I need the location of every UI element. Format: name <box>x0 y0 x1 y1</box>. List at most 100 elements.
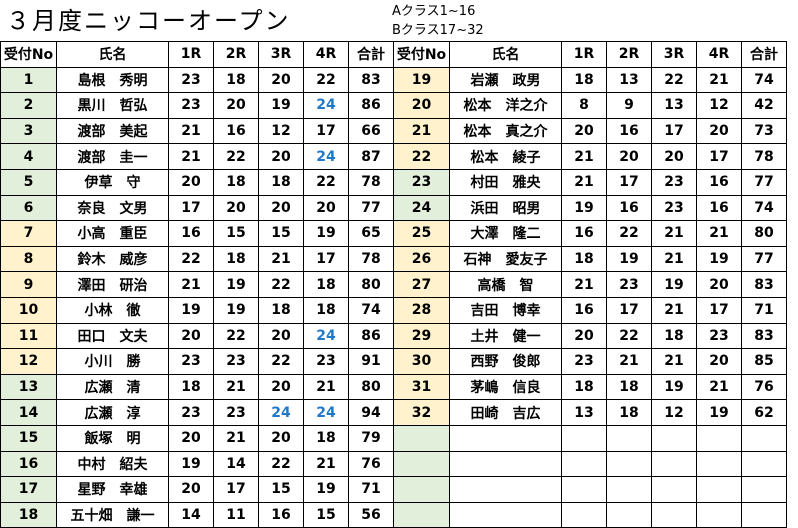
total-score: 78 <box>741 143 787 170</box>
round-3-score: 21 <box>651 348 697 375</box>
round-2-score: 23 <box>606 271 652 298</box>
round-4-score: 20 <box>696 348 742 375</box>
player-name: 土井 健一 <box>449 322 562 350</box>
player-name: 小高 重臣 <box>56 220 169 247</box>
player-name: 澤田 研治 <box>56 271 169 298</box>
round-3-score: 24 <box>258 399 304 426</box>
player-no: 21 <box>393 117 450 145</box>
player-name: 田口 文夫 <box>56 322 169 350</box>
empty-cell <box>561 501 607 528</box>
round-2-score: 22 <box>213 322 259 350</box>
round-2-score: 20 <box>213 92 259 119</box>
empty-cell <box>606 450 652 478</box>
round-1-score: 21 <box>561 143 607 170</box>
empty-cell <box>393 450 450 478</box>
total-score: 65 <box>348 220 394 247</box>
total-score: 77 <box>348 194 394 222</box>
round-3-score: 15 <box>258 476 304 503</box>
round-3-score: 19 <box>258 92 304 119</box>
round-4-score: 16 <box>696 194 742 222</box>
score-table: 受付No 氏名 1R 2R 3R 4R 合計 受付No 氏名 1R 2R 3R … <box>0 41 787 528</box>
total-score: 76 <box>348 450 394 478</box>
round-3-score: 21 <box>651 245 697 273</box>
player-name: 渡部 圭一 <box>56 143 169 170</box>
total-score: 83 <box>348 66 394 94</box>
empty-cell <box>449 501 562 528</box>
round-1-score: 22 <box>168 245 214 273</box>
total-score: 80 <box>741 220 787 247</box>
total-score: 83 <box>741 271 787 298</box>
round-3-score: 20 <box>258 66 304 94</box>
empty-cell <box>561 424 607 452</box>
round-4-score: 19 <box>696 399 742 426</box>
round-3-score: 13 <box>651 92 697 119</box>
empty-cell <box>741 501 787 528</box>
round-4-score: 21 <box>303 450 349 478</box>
round-3-score: 22 <box>258 271 304 298</box>
player-no: 12 <box>0 348 57 375</box>
empty-cell <box>741 476 787 503</box>
player-name: 飯塚 明 <box>56 424 169 452</box>
round-4-score: 16 <box>696 168 742 196</box>
round-4-score: 12 <box>696 92 742 119</box>
round-4-score: 21 <box>696 373 742 401</box>
player-no: 23 <box>393 168 450 196</box>
round-1-score: 23 <box>168 348 214 375</box>
total-score: 94 <box>348 399 394 426</box>
round-1-score: 20 <box>561 322 607 350</box>
round-4-score: 19 <box>696 245 742 273</box>
empty-cell <box>561 450 607 478</box>
empty-cell <box>741 450 787 478</box>
sheet-title: ３月度ニッコーオープン <box>6 7 291 35</box>
player-no: 11 <box>0 322 57 350</box>
round-2-score: 19 <box>213 271 259 298</box>
round-1-score: 19 <box>168 450 214 478</box>
total-score: 74 <box>741 194 787 222</box>
round-4-score: 20 <box>303 194 349 222</box>
empty-cell <box>393 501 450 528</box>
round-4-score: 19 <box>303 476 349 503</box>
total-score: 71 <box>741 296 787 324</box>
round-2-score: 16 <box>606 194 652 222</box>
round-2-score: 21 <box>606 348 652 375</box>
round-1-score: 23 <box>168 92 214 119</box>
player-name: 小林 徹 <box>56 296 169 324</box>
player-name: 広瀬 淳 <box>56 399 169 426</box>
round-1-score: 16 <box>561 296 607 324</box>
total-score: 74 <box>348 296 394 324</box>
empty-cell <box>606 424 652 452</box>
table-row: 8 鈴木 威彦 22 18 21 17 78 26 石神 愛友子 18 19 21 19 77 <box>0 245 787 273</box>
round-2-score: 19 <box>213 296 259 324</box>
player-no: 2 <box>0 92 57 119</box>
player-name: 西野 俊郎 <box>449 348 562 375</box>
player-no: 19 <box>393 66 450 94</box>
round-4-score: 17 <box>696 296 742 324</box>
round-1-score: 20 <box>168 476 214 503</box>
player-name: 松本 洋之介 <box>449 92 562 119</box>
total-score: 76 <box>741 373 787 401</box>
empty-cell <box>651 476 697 503</box>
header-row: 受付No 氏名 1R 2R 3R 4R 合計 受付No 氏名 1R 2R 3R … <box>0 41 787 68</box>
round-1-score: 18 <box>168 373 214 401</box>
total-score: 62 <box>741 399 787 426</box>
table-row: 16 中村 紹夫 19 14 22 21 76 <box>0 450 787 478</box>
round-2-score: 18 <box>213 168 259 196</box>
player-no: 25 <box>393 220 450 247</box>
player-no: 31 <box>393 373 450 401</box>
round-1-score: 16 <box>561 220 607 247</box>
player-name: 高橋 智 <box>449 271 562 298</box>
total-score: 91 <box>348 348 394 375</box>
round-1-score: 19 <box>168 296 214 324</box>
player-no: 28 <box>393 296 450 324</box>
empty-cell <box>696 501 742 528</box>
round-1-score: 18 <box>561 66 607 94</box>
round-4-score: 17 <box>303 117 349 145</box>
round-2-score: 21 <box>213 373 259 401</box>
player-name: 松本 綾子 <box>449 143 562 170</box>
player-name: 星野 幸雄 <box>56 476 169 503</box>
round-3-score: 20 <box>258 322 304 350</box>
empty-cell <box>696 424 742 452</box>
round-3-score: 21 <box>651 296 697 324</box>
round-1-score: 21 <box>561 168 607 196</box>
round-3-score: 18 <box>258 168 304 196</box>
